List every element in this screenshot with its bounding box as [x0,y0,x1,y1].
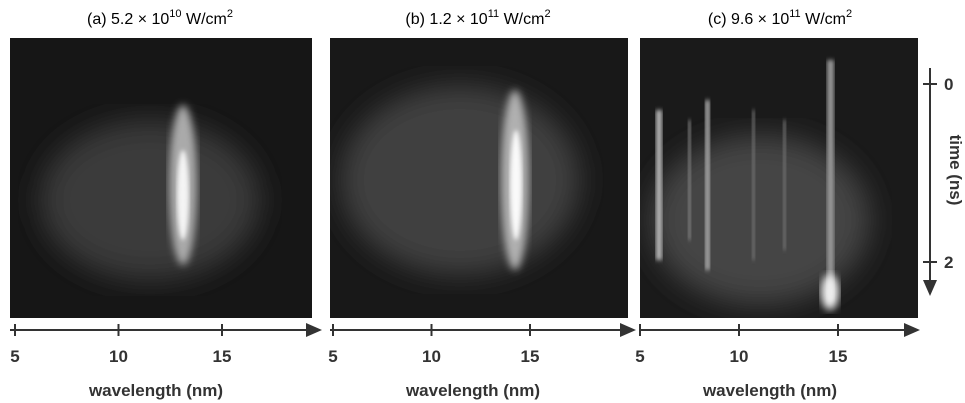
title-part: 11 [789,8,800,20]
arrow [923,280,937,296]
title-part: 2 [544,8,550,20]
time-axis-label: time (ns) [946,135,965,206]
x-tick-label: 15 [829,347,848,366]
arrow [306,323,322,337]
streak-image [330,38,628,318]
x-tick-label: 5 [635,347,644,366]
x-tick-label: 15 [213,347,232,366]
x-axis-label: wavelength (nm) [702,381,837,400]
time-tick-label: 0 [944,75,953,94]
title-part: W/cm [499,11,544,28]
x-tick-label: 10 [109,347,128,366]
x-tick-label: 5 [10,347,19,366]
x-tick-label: 5 [328,347,337,366]
streak-image [640,38,918,318]
title-part: (c) 9.6 × 10 [708,11,789,28]
title-part: 2 [846,8,852,20]
time-tick-label: 2 [944,253,953,272]
arrow [620,323,636,337]
panel-title: (c) 9.6 × 1011 W/cm2 [708,8,852,28]
panel-title: (a) 5.2 × 1010 W/cm2 [87,8,233,28]
title-part: 10 [169,8,181,20]
streak-image [10,38,312,318]
title-part: W/cm [801,11,846,28]
arrow [904,323,920,337]
x-tick-label: 15 [521,347,540,366]
x-tick-label: 10 [730,347,749,366]
title-part: 11 [488,8,499,20]
title-part: 2 [227,8,233,20]
panel-title: (b) 1.2 × 1011 W/cm2 [405,8,550,28]
x-axis-label: wavelength (nm) [88,381,223,400]
title-part: W/cm [182,11,227,28]
title-part: (a) 5.2 × 10 [87,11,169,28]
x-tick-label: 10 [422,347,441,366]
title-part: (b) 1.2 × 10 [405,11,487,28]
x-axis-label: wavelength (nm) [405,381,540,400]
